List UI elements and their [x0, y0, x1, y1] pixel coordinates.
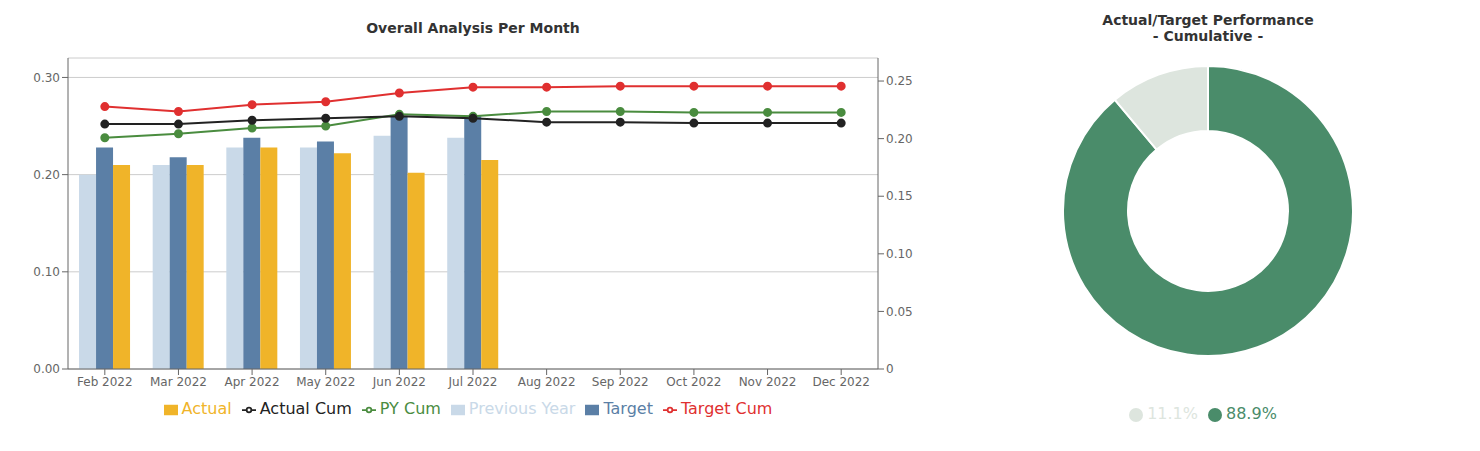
svg-text:Apr 2022: Apr 2022 — [225, 375, 280, 389]
svg-text:0.15: 0.15 — [886, 189, 913, 203]
svg-text:0.20: 0.20 — [33, 168, 60, 182]
html-text:Actual Cum: Actual Cum — [259, 399, 352, 418]
svg-text:Jun 2022: Jun 2022 — [372, 375, 426, 389]
svg-text:May 2022: May 2022 — [296, 375, 355, 389]
html-text:Actual: Actual — [181, 399, 232, 418]
svg-text:0.20: 0.20 — [886, 132, 913, 146]
html-text:11.1%: 11.1% — [1147, 404, 1198, 423]
html-text:Target Cum: Target Cum — [680, 399, 773, 418]
svg-text:0.25: 0.25 — [886, 74, 913, 88]
svg-text:Nov 2022: Nov 2022 — [739, 375, 797, 389]
svg-text:Oct 2022: Oct 2022 — [666, 375, 721, 389]
svg-text:0.10: 0.10 — [886, 247, 913, 261]
svg-text:Sep 2022: Sep 2022 — [592, 375, 649, 389]
html-text:88.9%: 88.9% — [1226, 404, 1277, 423]
html-text:Target: Target — [603, 399, 653, 418]
svg-text:0.10: 0.10 — [33, 265, 60, 279]
svg-text:0.30: 0.30 — [33, 71, 60, 85]
svg-text:Feb 2022: Feb 2022 — [77, 375, 133, 389]
html-text:Overall Analysis Per Month: Overall Analysis Per Month — [366, 20, 580, 36]
svg-text:0.05: 0.05 — [886, 305, 913, 319]
svg-text:0: 0 — [886, 362, 894, 376]
svg-text:Dec 2022: Dec 2022 — [812, 375, 870, 389]
svg-text:0.00: 0.00 — [33, 362, 60, 376]
html-text:PY Cum: PY Cum — [379, 399, 441, 418]
html-text:Actual/Target Performance - Cu: Actual/Target Performance - Cumulative - — [1102, 12, 1314, 44]
svg-text:Jul 2022: Jul 2022 — [448, 375, 498, 389]
svg-text:Aug 2022: Aug 2022 — [518, 375, 576, 389]
svg-text:Mar 2022: Mar 2022 — [150, 375, 207, 389]
html-text:Previous Year: Previous Year — [468, 399, 576, 418]
